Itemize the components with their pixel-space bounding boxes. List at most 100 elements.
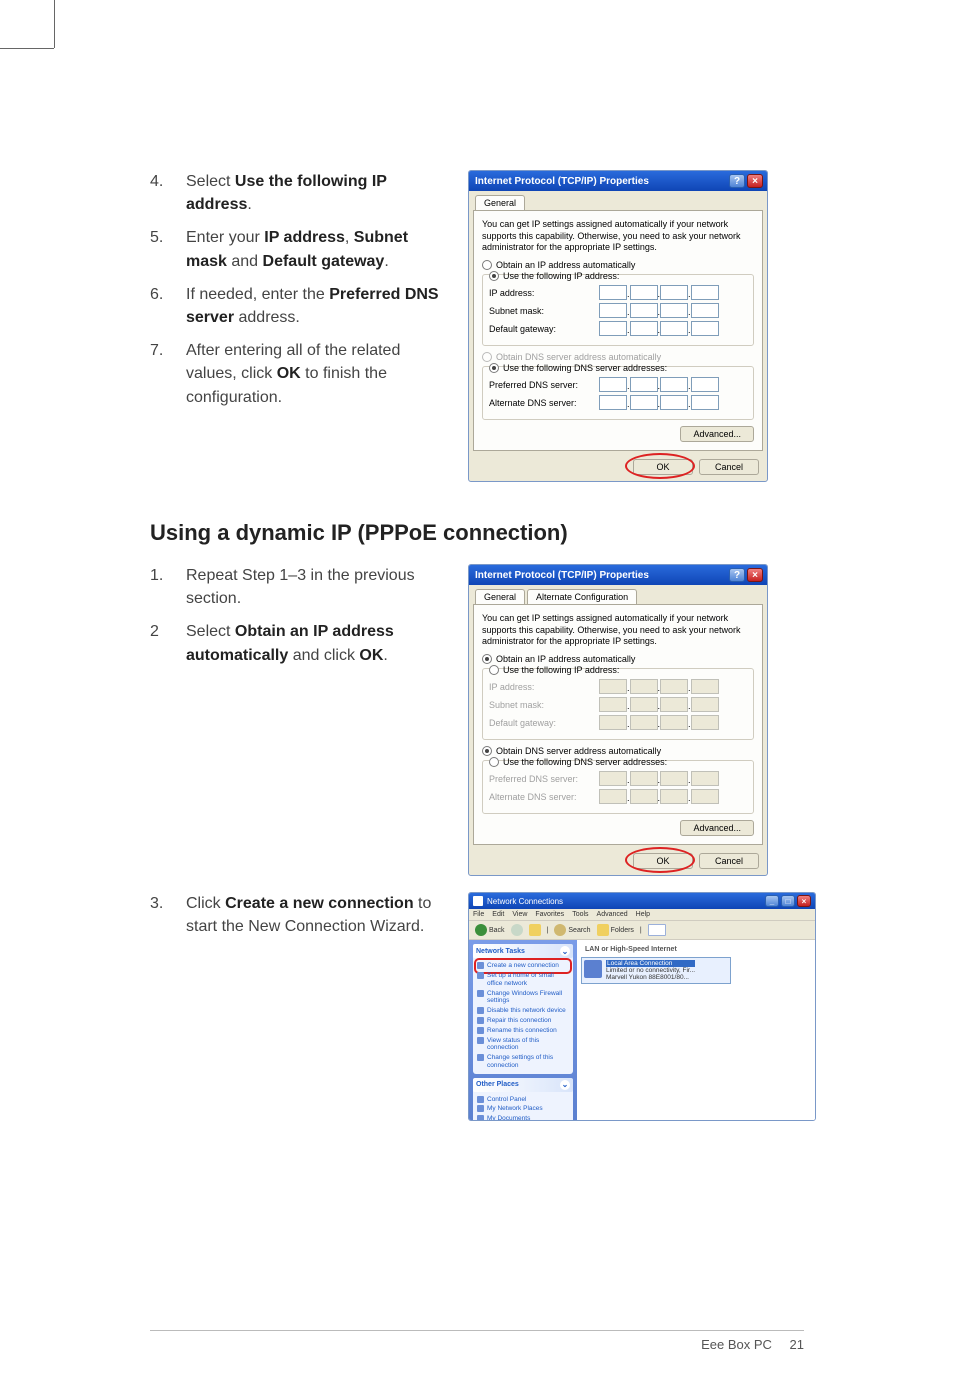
step-item: 7.After entering all of the related valu…: [150, 339, 440, 409]
up-icon[interactable]: [529, 924, 541, 936]
tab[interactable]: General: [475, 589, 525, 604]
row-dynamic-ip: 1.Repeat Step 1–3 in the previous sectio…: [150, 564, 804, 876]
menu-item[interactable]: Help: [636, 911, 650, 918]
tab-strip: General: [469, 191, 767, 210]
connection-item[interactable]: Local Area ConnectionLimited or no conne…: [581, 957, 731, 984]
menu-item[interactable]: Tools: [572, 911, 588, 918]
side-box-header[interactable]: Other Places⌄: [473, 1078, 573, 1092]
dialog1-host: Internet Protocol (TCP/IP) Properties?× G…: [468, 170, 804, 482]
minimize-icon[interactable]: _: [765, 895, 779, 907]
step-text: Select Use the following IP address.: [186, 170, 440, 216]
advanced-button[interactable]: Advanced...: [680, 820, 754, 836]
radio-icon: [482, 746, 492, 756]
ip-input[interactable]: ...: [599, 377, 719, 392]
ip-input: ...: [599, 771, 719, 786]
ip-input[interactable]: ...: [599, 321, 719, 336]
step-item: 6.If needed, enter the Preferred DNS ser…: [150, 283, 440, 329]
row-static-ip: 4.Select Use the following IP address.5.…: [150, 170, 804, 482]
step-number: 3.: [150, 892, 186, 938]
ip-input: ...: [599, 789, 719, 804]
side-item[interactable]: Control Panel: [477, 1095, 569, 1105]
advanced-button[interactable]: Advanced...: [680, 426, 754, 442]
ip-fieldset: Use the following IP address:IP address:…: [482, 274, 754, 346]
menu-item[interactable]: File: [473, 911, 484, 918]
back-icon: [475, 924, 487, 936]
step-text: Enter your IP address, Subnet mask and D…: [186, 226, 440, 272]
ip-input[interactable]: ...: [599, 285, 719, 300]
cancel-button[interactable]: Cancel: [699, 853, 759, 869]
dialog-titlebar: Internet Protocol (TCP/IP) Properties?×: [469, 171, 767, 191]
ip-input[interactable]: ...: [599, 395, 719, 410]
radio-icon: [489, 665, 499, 675]
radio-option[interactable]: Obtain an IP address automatically: [482, 654, 754, 664]
steps-new-connection: 3.Click Create a new connection to start…: [150, 892, 440, 938]
side-item[interactable]: Change Windows Firewall settings: [477, 989, 569, 1007]
step-text: After entering all of the related values…: [186, 339, 440, 409]
tab[interactable]: Alternate Configuration: [527, 589, 637, 604]
field-label: Alternate DNS server:: [489, 792, 599, 802]
ok-button[interactable]: OK: [633, 459, 693, 475]
step-number: 5.: [150, 226, 186, 272]
side-item[interactable]: Rename this connection: [477, 1026, 569, 1036]
radio-label: Use the following DNS server addresses:: [503, 363, 667, 373]
step-number: 6.: [150, 283, 186, 329]
back-button[interactable]: Back: [475, 924, 505, 936]
radio-option[interactable]: Use the following IP address:: [489, 665, 747, 675]
ip-fieldset: Use the following IP address: IP address:…: [482, 668, 754, 740]
side-item[interactable]: My Documents: [477, 1114, 569, 1121]
radio-option[interactable]: Use the following IP address:: [489, 271, 747, 281]
field-row: Default gateway:...: [489, 715, 747, 730]
field-row: IP address:...: [489, 679, 747, 694]
help-icon[interactable]: ?: [729, 174, 745, 188]
side-panel: Network Tasks⌄ Create a new connectionSet…: [469, 940, 577, 1120]
step-number: 7.: [150, 339, 186, 409]
radio-icon: [482, 352, 492, 362]
search-button[interactable]: Search: [554, 924, 590, 936]
window-title: Network Connections: [487, 897, 563, 906]
tcpip-properties-dialog: Internet Protocol (TCP/IP) Properties?×G…: [468, 564, 768, 876]
toolbar: Back|SearchFolders|: [469, 921, 815, 940]
radio-option[interactable]: Obtain an IP address automatically: [482, 260, 754, 270]
help-icon[interactable]: ?: [729, 568, 745, 582]
cancel-button[interactable]: Cancel: [699, 459, 759, 475]
field-label: Default gateway:: [489, 718, 599, 728]
side-item[interactable]: My Network Places: [477, 1104, 569, 1114]
side-item[interactable]: Set up a home or small office network: [477, 971, 569, 989]
side-item[interactable]: Create a new connection: [477, 961, 569, 971]
side-item[interactable]: View status of this connection: [477, 1036, 569, 1054]
close-icon[interactable]: ×: [747, 174, 763, 188]
close-icon[interactable]: ×: [747, 568, 763, 582]
menu-item[interactable]: Favorites: [535, 911, 564, 918]
folders-button[interactable]: Folders: [597, 924, 634, 936]
maximize-icon[interactable]: □: [781, 895, 795, 907]
radio-option[interactable]: Obtain DNS server address automatically: [482, 746, 754, 756]
field-row: Alternate DNS server:...: [489, 395, 747, 410]
radio-label: Obtain DNS server address automatically: [496, 746, 661, 756]
tcpip-properties-dialog: Internet Protocol (TCP/IP) Properties?× G…: [468, 170, 768, 482]
dialog-panel: You can get IP settings assigned automat…: [473, 210, 763, 451]
side-item[interactable]: Change settings of this connection: [477, 1053, 569, 1071]
chevron-icon: ⌄: [560, 1080, 570, 1090]
menu-item[interactable]: View: [512, 911, 527, 918]
side-item[interactable]: Disable this network device: [477, 1006, 569, 1016]
ok-button[interactable]: OK: [633, 853, 693, 869]
menu-item[interactable]: Edit: [492, 911, 504, 918]
tab[interactable]: General: [475, 195, 525, 210]
window-titlebar: Network Connections _□×: [469, 893, 815, 909]
menu-item[interactable]: Advanced: [597, 911, 628, 918]
radio-option[interactable]: Use the following DNS server addresses:: [489, 363, 747, 373]
side-box-header[interactable]: Network Tasks⌄: [473, 944, 573, 958]
side-item[interactable]: Repair this connection: [477, 1016, 569, 1026]
radio-option[interactable]: Use the following DNS server addresses:: [489, 757, 747, 767]
field-row: Preferred DNS server:...: [489, 377, 747, 392]
page-body: 4.Select Use the following IP address.5.…: [0, 0, 954, 1392]
menubar: File Edit View Favorites Tools Advanced Help: [469, 909, 815, 921]
ip-input[interactable]: ...: [599, 303, 719, 318]
field-label: Default gateway:: [489, 324, 599, 334]
intro-text: You can get IP settings assigned automat…: [482, 613, 754, 648]
connection-text: Local Area ConnectionLimited or no conne…: [606, 960, 695, 981]
views-icon[interactable]: [648, 924, 666, 936]
connection-icon: [584, 960, 602, 978]
close-icon[interactable]: ×: [797, 895, 811, 907]
forward-icon[interactable]: [511, 924, 523, 936]
